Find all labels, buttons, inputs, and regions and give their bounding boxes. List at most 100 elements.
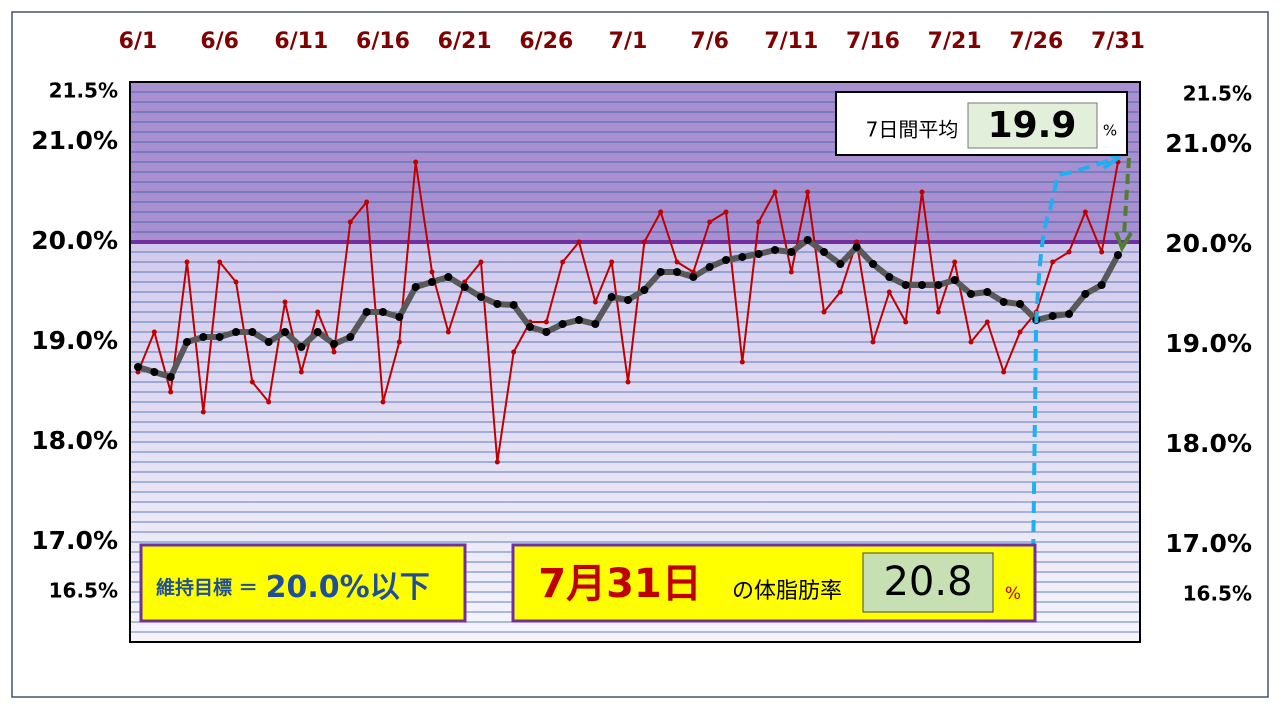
- arrow: [1031, 158, 1113, 571]
- average-point: [885, 273, 894, 281]
- average-point: [493, 300, 502, 308]
- y-tick-label: 16.5%: [49, 579, 118, 603]
- daily-point: [886, 289, 892, 295]
- y2-tick-label: 20.0%: [1165, 229, 1252, 258]
- average-point: [1016, 300, 1024, 308]
- target-text: 維持目標 ＝ 20.0%以下: [156, 570, 430, 605]
- average-point: [362, 308, 371, 316]
- x-tick-label: 7/21: [928, 29, 982, 54]
- latest-value: 20.8: [883, 559, 972, 605]
- average-point: [787, 248, 796, 256]
- daily-point: [266, 399, 272, 405]
- daily-point: [217, 259, 223, 265]
- average-point: [509, 301, 518, 309]
- x-tick-label: 7/11: [764, 29, 818, 54]
- daily-point: [674, 259, 680, 265]
- average-point: [428, 278, 436, 286]
- y-tick-label: 17.0%: [31, 526, 118, 555]
- daily-point: [739, 359, 745, 365]
- date-label: の体脂肪率: [732, 579, 842, 604]
- daily-point: [903, 319, 909, 325]
- daily-point: [445, 329, 451, 335]
- daily-point: [952, 259, 958, 265]
- average-point: [264, 338, 273, 346]
- daily-point: [772, 189, 778, 195]
- daily-point: [1017, 329, 1023, 335]
- target-box: [139, 543, 467, 623]
- y-tick-label: 19.0%: [31, 326, 118, 355]
- average-point: [967, 290, 975, 298]
- average-point: [1065, 310, 1073, 318]
- daily-point: [1066, 249, 1072, 255]
- daily-point: [870, 339, 876, 345]
- daily-point: [560, 259, 566, 265]
- daily-point: [543, 319, 549, 325]
- daily-point: [315, 309, 321, 315]
- average-point: [1097, 281, 1106, 289]
- daily-point: [658, 209, 664, 215]
- x-tick-label: 7/16: [846, 29, 900, 54]
- x-tick-label: 6/11: [274, 29, 328, 54]
- x-tick-label: 7/31: [1091, 29, 1145, 54]
- y2-tick-label: 17.0%: [1165, 529, 1252, 558]
- average-point: [1048, 312, 1057, 320]
- y2-tick-label: 19.0%: [1165, 329, 1252, 358]
- average-point: [558, 320, 567, 328]
- average-point: [281, 328, 289, 336]
- average-point: [199, 333, 208, 341]
- daily-point: [576, 239, 582, 245]
- target-value: 20.0%以下: [266, 570, 430, 605]
- average-point: [738, 253, 747, 261]
- daily-point: [1082, 209, 1088, 215]
- daily-point: [413, 159, 419, 165]
- daily-point: [429, 269, 435, 275]
- arrow-head: [1114, 231, 1133, 253]
- average-point: [313, 328, 322, 336]
- average-point: [444, 273, 453, 281]
- average-point: [166, 373, 175, 381]
- daily-point: [494, 459, 500, 465]
- daily-point: [968, 339, 974, 345]
- target-label: 維持目標 ＝: [156, 576, 258, 599]
- average-point: [134, 363, 142, 371]
- x-tick-label: 6/1: [119, 29, 158, 54]
- y2-tick-label: 16.5%: [1183, 582, 1252, 606]
- daily-point: [609, 259, 615, 265]
- average-point: [607, 293, 616, 301]
- daily-point: [380, 399, 386, 405]
- daily-point: [984, 319, 990, 325]
- daily-point: [821, 309, 827, 315]
- average-point: [411, 283, 420, 291]
- daily-point: [625, 379, 631, 385]
- latest-value-box: [862, 552, 994, 613]
- daily-point: [641, 239, 647, 245]
- daily-point: [788, 269, 794, 275]
- y-tick-label: 21.0%: [31, 126, 118, 155]
- average-point: [297, 343, 306, 351]
- daily-point: [1099, 249, 1105, 255]
- daily-point: [298, 369, 304, 375]
- average-point: [460, 283, 469, 291]
- average-point: [901, 281, 910, 289]
- daily-point: [249, 379, 255, 385]
- average-point: [477, 293, 485, 301]
- avg-value: 19.9: [988, 105, 1077, 146]
- daily-point: [396, 339, 402, 345]
- average-point: [575, 316, 583, 324]
- daily-point: [935, 309, 941, 315]
- date: 7月31日: [538, 561, 702, 607]
- y2-tick-label: 21.5%: [1183, 82, 1252, 106]
- daily-point: [1050, 259, 1056, 265]
- daily-point: [837, 289, 843, 295]
- average-point: [656, 268, 665, 276]
- average-point: [1081, 290, 1090, 298]
- daily-point: [347, 219, 353, 225]
- average-point: [983, 288, 992, 296]
- average-point: [820, 248, 828, 256]
- average-point: [379, 308, 387, 316]
- average-point: [183, 338, 191, 346]
- average-point: [232, 328, 240, 336]
- average-point: [248, 328, 257, 336]
